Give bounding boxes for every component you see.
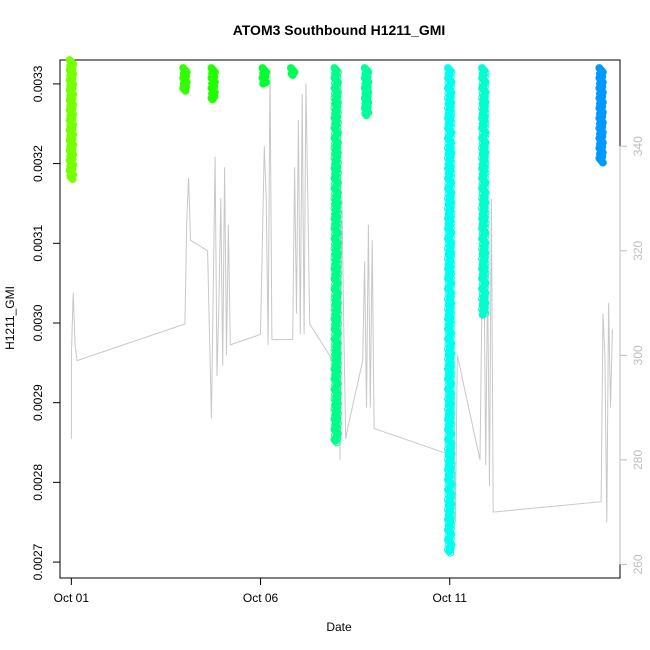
y2-tick-label: 260 (631, 554, 645, 574)
y-axis-left: 0.0027 0.0028 0.0029 0.0030 0.0031 0.0032 0.00… (31, 65, 61, 580)
data-cluster (65, 56, 78, 184)
y-tick-label: 0.0029 (31, 384, 45, 421)
y2-tick-label: 340 (631, 136, 645, 156)
x-tick-label: Oct 01 (54, 591, 90, 605)
data-point (332, 438, 341, 447)
data-cluster (595, 64, 607, 167)
data-point (362, 111, 371, 120)
data-point (599, 158, 607, 167)
data-point (181, 87, 190, 95)
y-tick-label: 0.0031 (31, 225, 45, 262)
data-cluster (330, 64, 342, 447)
y-axis-right: 260 280 300 320 340 (619, 136, 645, 574)
x-tick-label: Oct 11 (432, 591, 467, 605)
data-cluster (360, 64, 373, 120)
data-point (478, 310, 487, 319)
data-point (259, 79, 268, 88)
data-cluster (258, 64, 271, 88)
data-point (288, 71, 297, 79)
x-tick-label: Oct 06 (243, 591, 279, 605)
data-cluster (287, 64, 299, 79)
data-cluster (478, 64, 490, 319)
y-tick-label: 0.0032 (31, 145, 45, 182)
y2-tick-label: 280 (631, 450, 645, 470)
secondary-series-line (70, 67, 613, 523)
x-axis-label: Date (326, 620, 352, 634)
data-cluster (207, 64, 219, 104)
data-point (68, 175, 77, 184)
x-axis: Oct 01 Oct 06 Oct 11 (54, 577, 467, 605)
data-points-layer (65, 56, 607, 557)
y-tick-label: 0.0027 (31, 543, 45, 580)
y2-tick-label: 300 (631, 345, 645, 365)
y-tick-label: 0.0030 (31, 304, 45, 341)
data-cluster (444, 64, 456, 557)
secondary-line-layer (70, 67, 613, 523)
y2-tick-label: 320 (631, 240, 645, 260)
data-cluster (179, 64, 191, 95)
y-tick-label: 0.0033 (31, 65, 45, 102)
y-axis-label: H1211_GMI (3, 286, 17, 350)
chart-title: ATOM3 Southbound H1211_GMI (233, 22, 446, 38)
data-point (446, 548, 455, 557)
data-point (208, 95, 217, 104)
y-tick-label: 0.0028 (31, 464, 45, 501)
